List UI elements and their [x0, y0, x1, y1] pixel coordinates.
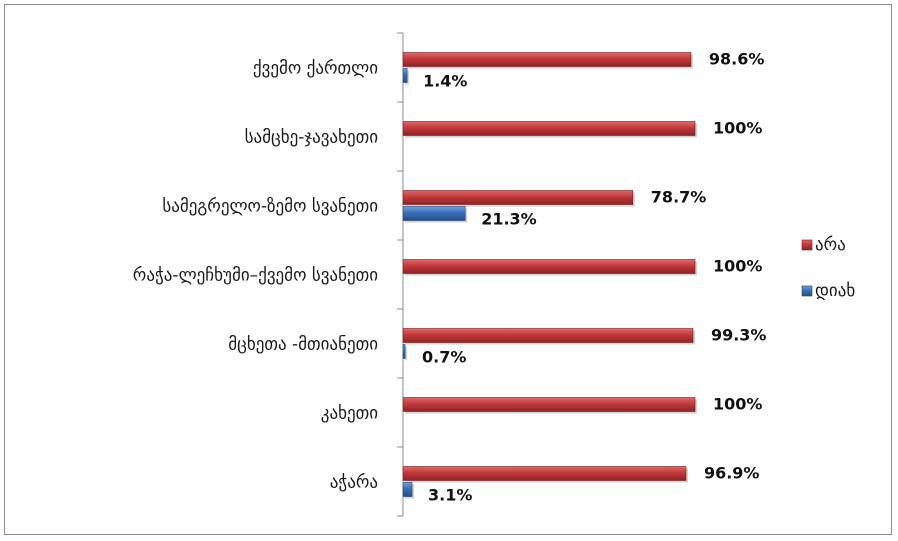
category-label: ქვემო ქართლი [253, 59, 378, 79]
labels: ქვემო ქართლი 98.6% 1.4% სამცხე-ჯავახეთი 100%… [133, 50, 767, 505]
value-label-diakh: 1.4% [423, 72, 467, 91]
bar-ara [402, 52, 692, 67]
bar-ara [402, 466, 687, 481]
bar-ara [402, 397, 696, 412]
value-label-diakh: 21.3% [481, 210, 537, 229]
bar-ara [402, 259, 696, 274]
value-label-ara: 100% [713, 257, 762, 276]
value-label-ara: 98.6% [709, 50, 765, 69]
bars [402, 52, 697, 499]
bar-diakh [402, 344, 406, 359]
category-label: მცხეთა -მთიანეთი [228, 335, 378, 355]
category-label: აჭარა [330, 473, 378, 493]
legend-label-ara: არა [815, 235, 846, 255]
bar-ara [402, 121, 696, 136]
category-label: კახეთი [321, 404, 378, 424]
bar-ara [402, 328, 694, 343]
value-label-ara: 100% [713, 395, 762, 414]
category-label: სამცხე-ჯავახეთი [245, 128, 378, 148]
bar-ara [402, 190, 634, 205]
value-label-ara: 99.3% [711, 326, 767, 345]
category-label: სამეგრელო-ზემო სვანეთი [162, 197, 378, 217]
value-label-ara: 78.7% [651, 188, 707, 207]
value-label-ara: 100% [713, 119, 762, 138]
value-label-ara: 96.9% [704, 464, 760, 483]
bar-diakh [402, 68, 408, 83]
legend-label-diakh: დიახ [815, 281, 855, 301]
bar-diakh [402, 206, 466, 221]
legend: არა დიახ [801, 235, 855, 301]
legend-swatch-ara [801, 239, 813, 251]
value-label-diakh: 0.7% [422, 348, 466, 367]
bar-diakh [402, 482, 413, 497]
bar-shadow-diakh [405, 346, 408, 361]
category-label: რაჭა-ლეჩხუმი–ქვემო სვანეთი [133, 266, 378, 286]
legend-swatch-diakh [801, 285, 813, 297]
value-label-diakh: 3.1% [428, 486, 472, 505]
category-axis [397, 32, 404, 517]
